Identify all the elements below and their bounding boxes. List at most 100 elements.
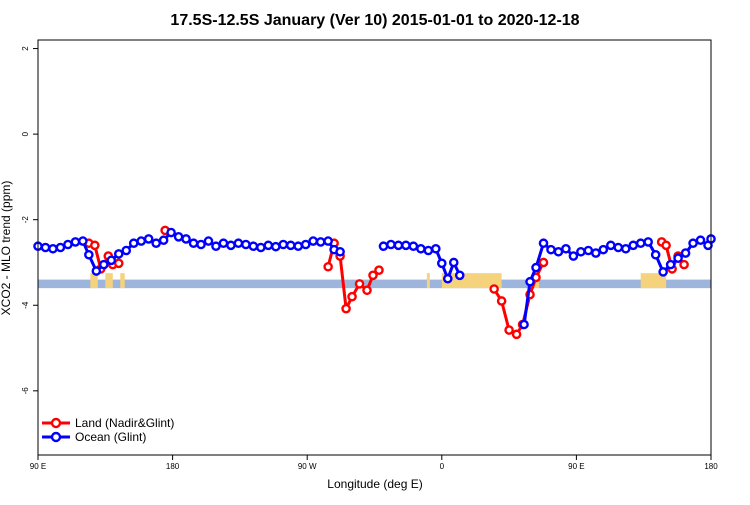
ocean-point-1-1 — [386, 239, 396, 250]
y-tick-label-3: -4 — [21, 301, 30, 309]
ocean-point-1-10 — [448, 257, 459, 268]
land-point-3-1 — [496, 296, 507, 306]
ocean-point-1-11 — [454, 270, 465, 281]
ocean-point-0-3 — [55, 242, 66, 253]
land-point-0-1 — [90, 240, 100, 251]
land-point-2-3 — [341, 303, 351, 314]
ocean-point-2-0 — [519, 319, 529, 330]
ocean-point-0-19 — [173, 232, 184, 242]
ocean-point-0-39 — [323, 236, 333, 246]
ocean-point-2-20 — [665, 259, 676, 270]
land-bar-0 — [90, 273, 98, 289]
ocean-point-1-4 — [408, 241, 419, 252]
legend-land-marker — [50, 417, 62, 429]
ocean-point-2-14 — [620, 243, 631, 254]
land-bar-6 — [640, 273, 667, 289]
legend: Land (Nadir&Glint)Ocean (Glint) — [42, 416, 174, 444]
ocean-point-0-21 — [188, 238, 199, 249]
ocean-point-0-41 — [335, 246, 345, 257]
y-tick-label-2: -2 — [21, 216, 30, 224]
ocean-point-0-20 — [181, 234, 191, 244]
ocean-point-1-6 — [423, 245, 434, 256]
ocean-point-2-21 — [673, 253, 683, 263]
ocean-point-2-9 — [583, 245, 594, 256]
land-point-2-8 — [374, 265, 384, 275]
chart-title: 17.5S-12.5S January (Ver 10) 2015-01-01 … — [170, 12, 579, 29]
land-point-4-1 — [661, 240, 671, 251]
y-axis-label: XCO2 - MLO trend (ppm) — [0, 181, 13, 316]
ocean-point-0-5 — [70, 237, 81, 247]
ocean-point-1-9 — [442, 273, 453, 284]
ocean-point-0-29 — [248, 241, 259, 252]
ocean-point-0-31 — [263, 240, 274, 251]
ocean-point-2-2 — [531, 262, 541, 273]
x-tick-label-0: 90 E — [30, 462, 46, 471]
land-point-2-4 — [347, 291, 357, 302]
ocean-point-1-0 — [378, 241, 389, 252]
ocean-point-0-7 — [84, 249, 94, 260]
ocean-point-0-10 — [106, 255, 117, 266]
ocean-point-2-7 — [568, 251, 579, 261]
ocean-point-2-23 — [688, 238, 698, 249]
ocean-point-0-33 — [278, 239, 289, 250]
land-bar-1 — [105, 273, 113, 289]
ocean-point-0-13 — [128, 238, 139, 249]
ocean-point-2-22 — [680, 248, 691, 258]
legend-ocean-label: Ocean (Glint) — [75, 430, 146, 444]
ocean-point-2-15 — [628, 240, 639, 251]
y-tick-label-1: 0 — [21, 131, 30, 136]
x-tick-label-2: 90 W — [298, 462, 317, 471]
ocean-point-0-38 — [315, 237, 326, 247]
ocean-point-0-14 — [136, 236, 146, 246]
land-point-3-7 — [538, 257, 549, 268]
ocean-point-0-8 — [91, 266, 102, 276]
ocean-point-2-19 — [658, 267, 668, 277]
ocean-point-0-35 — [293, 241, 304, 252]
ocean-point-1-3 — [401, 240, 411, 251]
ocean-point-1-5 — [416, 243, 426, 254]
ocean-point-2-13 — [613, 242, 624, 253]
x-tick-label-4: 90 E — [568, 462, 584, 471]
ocean-point-0-32 — [270, 241, 281, 252]
ocean-point-1-8 — [436, 258, 447, 269]
land-point-2-7 — [368, 270, 378, 281]
ocean-point-2-4 — [546, 244, 556, 255]
ocean-point-0-27 — [233, 238, 244, 249]
ocean-point-0-28 — [241, 239, 251, 250]
ocean-point-2-10 — [591, 248, 601, 258]
ocean-point-0-30 — [256, 242, 266, 253]
ocean-point-2-12 — [605, 240, 616, 251]
ocean-point-2-24 — [695, 235, 706, 246]
axes: 90 E 180 90 W 0 90 E 180 2 0 -2 -4 -6 — [21, 39, 718, 471]
land-point-2-0 — [323, 261, 333, 272]
land-point-3-3 — [511, 329, 522, 340]
legend-ocean-marker — [50, 431, 62, 443]
ocean-point-2-11 — [598, 244, 609, 255]
ocean-point-0-16 — [151, 238, 161, 249]
ocean-point-0-4 — [63, 239, 73, 250]
ocean-point-2-6 — [561, 243, 571, 254]
ocean-point-2-5 — [553, 246, 564, 257]
ocean-point-0-17 — [158, 235, 169, 246]
land-point-2-6 — [362, 285, 372, 296]
ocean-point-0-15 — [143, 234, 154, 244]
x-tick-label-3: 0 — [440, 462, 445, 471]
x-axis-label: Longitude (deg E) — [327, 477, 422, 491]
ocean-point-1-7 — [431, 243, 441, 254]
plot-area — [33, 225, 716, 340]
land-point-3-0 — [489, 284, 499, 294]
ocean-point-0-11 — [113, 249, 124, 259]
x-tick-label-1: 180 — [166, 462, 180, 471]
ocean-point-2-1 — [525, 276, 535, 287]
ocean-point-0-24 — [211, 241, 221, 252]
ocean-point-0-1 — [40, 242, 51, 253]
legend-land-label: Land (Nadir&Glint) — [75, 416, 174, 430]
y-tick-label-0: 2 — [21, 46, 30, 51]
ocean-point-0-22 — [196, 239, 206, 250]
ocean-point-2-17 — [643, 237, 653, 247]
ocean-point-2-3 — [538, 238, 549, 249]
ocean-point-1-2 — [393, 240, 404, 251]
ocean-point-0-6 — [78, 236, 88, 246]
